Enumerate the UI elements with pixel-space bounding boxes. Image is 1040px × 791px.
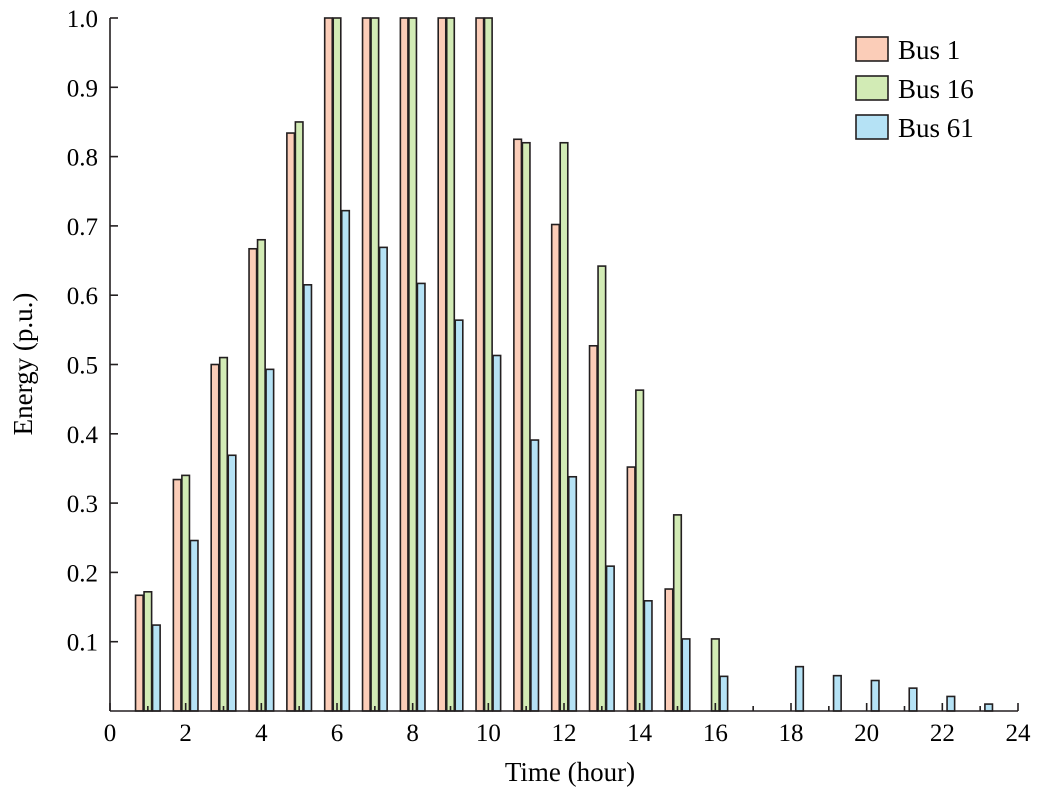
x-tick-label: 0 <box>104 720 117 747</box>
bar-bus-61-t18 <box>794 665 805 712</box>
legend-swatch-bus-16 <box>855 75 889 101</box>
bar-bus-61-t10 <box>492 354 502 712</box>
y-tick-label: 0.7 <box>67 214 98 241</box>
bar-bus-16-t13 <box>597 265 607 712</box>
bar-bus-16-t6 <box>332 17 342 712</box>
bar-bus-61-t21 <box>908 687 918 712</box>
x-tick-label: 4 <box>255 720 268 747</box>
x-tick-label: 2 <box>179 720 192 747</box>
legend-label-bus-61: Bus 61 <box>898 113 974 143</box>
bars-layer <box>134 17 994 712</box>
bar-bus-16-t11 <box>521 141 531 712</box>
bar-bus-61-t20 <box>870 679 880 712</box>
y-tick-label: 0.5 <box>67 353 98 380</box>
bar-bus-16-t7 <box>370 17 380 712</box>
x-tick-label: 10 <box>476 720 501 747</box>
bar-bus-1-t8 <box>399 17 409 712</box>
bar-bus-61-t1 <box>151 624 161 712</box>
y-tick-label: 0.8 <box>67 145 98 172</box>
y-tick-label: 0.1 <box>67 630 98 657</box>
bar-bus-1-t13 <box>588 344 598 712</box>
bar-bus-1-t5 <box>286 132 296 712</box>
bar-bus-16-t8 <box>408 17 418 712</box>
axes-layer <box>109 17 1019 712</box>
bar-bus-1-t15 <box>664 588 674 712</box>
bar-bus-1-t10 <box>475 17 485 712</box>
bar-bus-61-t22 <box>946 695 956 712</box>
x-tick-label: 8 <box>406 720 419 747</box>
bar-bus-61-t7 <box>378 246 388 712</box>
bar-bus-61-t13 <box>605 565 615 712</box>
x-tick-label: 14 <box>627 720 653 747</box>
bar-bus-1-t12 <box>550 223 561 712</box>
bar-bus-16-t4 <box>256 238 266 712</box>
bar-bus-16-t1 <box>143 590 153 712</box>
bar-bus-1-t2 <box>172 478 182 712</box>
legend: Bus 1 Bus 16 Bus 61 <box>855 35 974 143</box>
x-tick-label: 12 <box>552 720 577 747</box>
x-tick-label: 20 <box>854 720 879 747</box>
y-tick-label: 0.2 <box>67 560 98 587</box>
bar-bus-16-t9 <box>445 17 456 712</box>
x-tick-label: 24 <box>1006 720 1032 747</box>
bar-bus-61-t6 <box>340 209 351 712</box>
x-axis-title: Time (hour) <box>505 757 635 787</box>
bar-bus-61-t16 <box>719 675 729 712</box>
bar-bus-61-t14 <box>643 600 653 712</box>
bar-bus-61-t8 <box>416 282 426 712</box>
x-tick-label: 16 <box>703 720 728 747</box>
x-tick-label: 6 <box>331 720 344 747</box>
bar-bus-1-t14 <box>626 466 636 712</box>
bar-bus-16-t12 <box>559 141 569 712</box>
bar-bus-16-t14 <box>635 389 645 712</box>
bar-bus-1-t11 <box>513 138 523 712</box>
bar-bus-16-t3 <box>218 356 229 712</box>
bar-bus-61-t12 <box>567 475 578 712</box>
y-tick-label: 1.0 <box>67 6 98 33</box>
bar-bus-16-t2 <box>181 474 191 712</box>
legend-label-bus-16: Bus 16 <box>898 74 974 104</box>
bar-bus-16-t5 <box>294 121 304 712</box>
bar-bus-1-t3 <box>210 363 220 712</box>
bar-bus-16-t16 <box>710 638 720 712</box>
bar-bus-61-t4 <box>265 368 275 712</box>
x-tick-label: 18 <box>779 720 804 747</box>
bar-bus-61-t19 <box>832 674 842 712</box>
bar-bus-16-t10 <box>483 17 493 712</box>
bar-bus-61-t11 <box>530 439 540 712</box>
x-tick-label: 22 <box>930 720 955 747</box>
bar-bus-61-t3 <box>227 454 237 712</box>
bar-bus-1-t1 <box>134 594 144 712</box>
bar-bus-1-t9 <box>437 17 447 712</box>
bar-bus-1-t6 <box>323 17 334 712</box>
legend-swatch-bus-61 <box>855 114 889 140</box>
legend-label-bus-1: Bus 1 <box>898 35 960 65</box>
tick-labels-layer: 0.10.20.30.40.50.60.70.80.91.00 2 4 6 8 10 12 1… <box>67 6 1031 747</box>
y-axis-title: Energy (p.u.) <box>8 293 38 436</box>
bar-bus-61-t9 <box>454 319 464 712</box>
bar-bus-61-t5 <box>303 284 313 712</box>
bar-bus-61-t15 <box>681 638 691 712</box>
y-tick-label: 0.6 <box>67 283 98 310</box>
y-tick-label: 0.3 <box>67 491 98 518</box>
bar-bus-61-t23 <box>984 703 994 712</box>
bar-bus-16-t15 <box>672 514 683 712</box>
bar-bus-1-t4 <box>248 247 258 712</box>
bar-bus-61-t2 <box>189 539 199 712</box>
bar-bus-1-t7 <box>361 17 371 712</box>
y-tick-label: 0.9 <box>67 75 98 102</box>
y-tick-label: 0.4 <box>67 422 99 449</box>
legend-swatch-bus-1 <box>855 36 889 62</box>
